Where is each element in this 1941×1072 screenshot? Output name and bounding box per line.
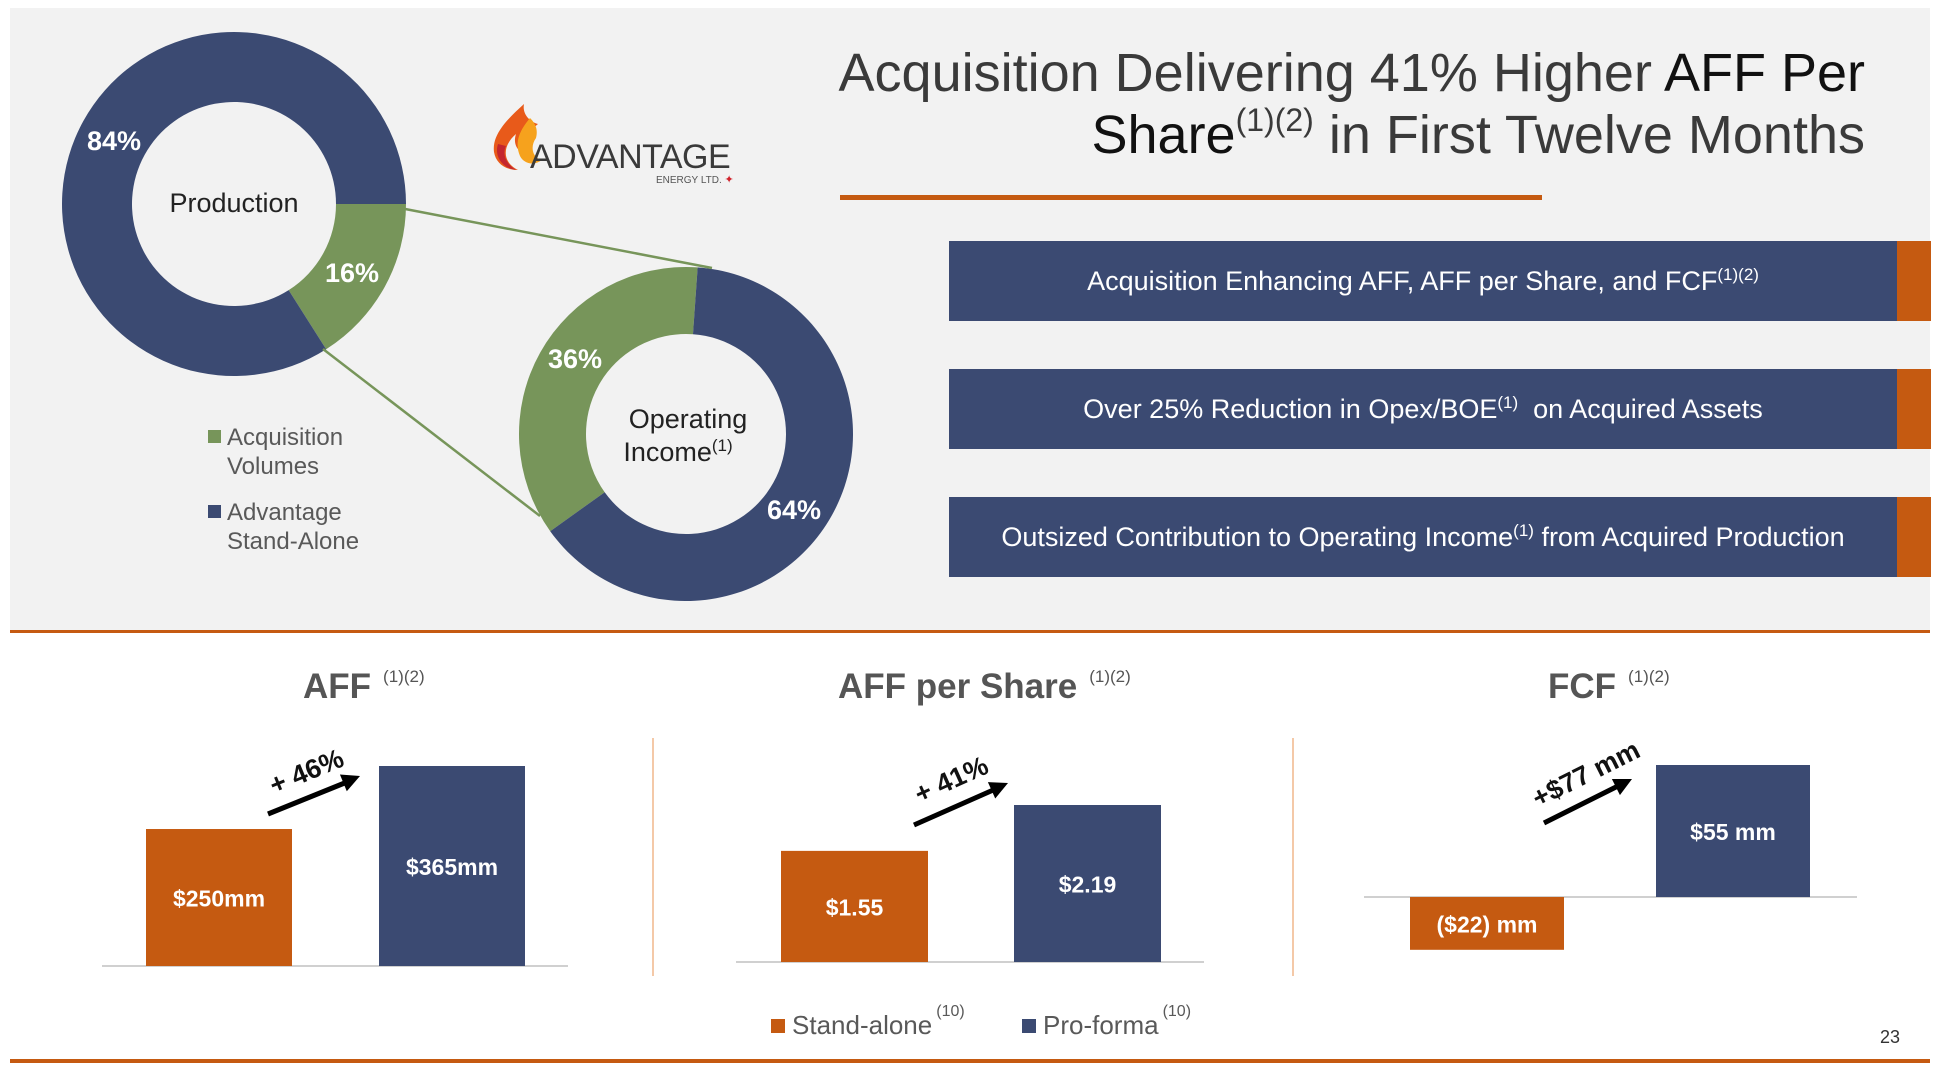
growth-arrow-4 <box>1542 780 1626 826</box>
bar-label-2-1: $365mm <box>406 854 498 880</box>
production-slice-acquisition <box>288 204 406 350</box>
legend-pro-forma-label: Pro-forma <box>1043 1010 1159 1040</box>
bar-3-pro-forma <box>1014 805 1161 962</box>
bar-label-3-0: $1.55 <box>826 894 884 920</box>
callout-1-text: Acquisition Enhancing AFF, AFF per Share… <box>1087 265 1718 296</box>
bar-label-4-1: $55 mm <box>1690 819 1776 845</box>
production-donut: 16% 84% <box>61 31 406 376</box>
fcf-title-text: FCF <box>1548 667 1617 706</box>
bar-label-2-0: $250mm <box>173 886 265 912</box>
bar-4-stand-alone <box>1410 897 1564 950</box>
operating-income-center-label-line1: Operating <box>629 404 748 434</box>
legend-swatch-green <box>208 430 221 443</box>
production-slice-stand-alone <box>61 31 406 376</box>
operating-income-slice-stand-alone <box>550 267 853 601</box>
legend-stand-alone-sup: (10) <box>936 1003 965 1020</box>
callout-3-text: Outsized Contribution to Operating Incom… <box>1001 521 1514 552</box>
growth-arrow-2 <box>267 777 353 817</box>
operating-income-label-acquisition: 36% <box>548 344 602 374</box>
growth-arrowhead-4 <box>1611 779 1632 796</box>
advantage-logo: ADVANTAGE ENERGY LTD. ✦ <box>484 100 744 190</box>
chart-separator-1 <box>652 738 654 976</box>
legend-stand-alone: Stand-alone (10) <box>771 1004 965 1041</box>
legend-advantage-stand-alone: Advantage Stand-Alone <box>208 498 359 556</box>
fcf-chart-title: FCF (1)(2) <box>1548 667 1670 707</box>
production-label-acquisition: 16% <box>325 258 379 288</box>
bar-3-stand-alone <box>781 850 928 962</box>
flame-icon <box>493 104 542 170</box>
aff-chart-title: AFF (1)(2) <box>303 667 425 707</box>
callout-3-sup: (1) <box>1513 520 1534 540</box>
chart-separator-2 <box>1292 738 1294 976</box>
legend-swatch-navy-bar <box>1022 1019 1036 1033</box>
legend-advantage-line2: Stand-Alone <box>227 528 360 555</box>
operating-income-slice-acquisition <box>519 267 698 532</box>
growth-annotation-2: + 46% <box>265 743 348 800</box>
maple-leaf-icon: ✦ <box>724 174 734 186</box>
logo-wordmark: ADVANTAGE <box>530 138 731 176</box>
aff-title-text: AFF <box>303 667 372 706</box>
legend-stand-alone-label: Stand-alone <box>792 1010 933 1040</box>
donut-charts: 16% 84% 36% 64% Production Operating Incom… <box>61 31 853 601</box>
fcf-title-sup: (1)(2) <box>1628 667 1670 686</box>
page-number: 23 <box>1880 1027 1901 1047</box>
callout-1-sup: (1)(2) <box>1717 264 1759 284</box>
title-highlight: AFF Per Share <box>1091 43 1865 165</box>
bar-2-stand-alone <box>146 829 292 966</box>
callout-2-tail: on Acquired Assets <box>1518 393 1763 424</box>
production-center-label: Production <box>169 188 298 218</box>
legend-swatch-orange <box>771 1019 785 1033</box>
legend-acquisition-line2: Volumes <box>227 453 320 480</box>
title-underline <box>840 195 1542 200</box>
operating-income-donut: 36% 64% <box>519 267 853 601</box>
callout-1: Acquisition Enhancing AFF, AFF per Share… <box>949 241 1931 321</box>
callout-3-accent <box>1897 497 1931 577</box>
legend-pro-forma: Pro-forma (10) <box>1022 1004 1191 1041</box>
aff-per-share-title-sup: (1)(2) <box>1089 667 1131 686</box>
legend-advantage-line1: Advantage <box>227 499 342 526</box>
callout-2-text: Over 25% Reduction in Opex/BOE <box>1083 393 1498 424</box>
callout-2-accent <box>1897 369 1931 449</box>
bar-label-3-1: $2.19 <box>1059 872 1117 898</box>
title-part1: Acquisition Delivering 41% Higher <box>838 43 1664 103</box>
operating-income-label-stand-alone: 64% <box>767 495 821 525</box>
section-divider <box>10 630 1930 633</box>
bar-label-4-0: ($22) mm <box>1437 911 1538 937</box>
callout-3: Outsized Contribution to Operating Incom… <box>949 497 1931 577</box>
legend-pro-forma-sup: (10) <box>1162 1003 1192 1020</box>
legend-acquisition-line1: Acquisition <box>227 424 344 451</box>
aff-per-share-chart-title: AFF per Share (1)(2) <box>838 667 1131 707</box>
logo-tagline: ENERGY LTD. ✦ <box>656 174 734 186</box>
callout-2: Over 25% Reduction in Opex/BOE(1) on Acq… <box>949 369 1931 449</box>
connector-line-bottom <box>322 348 541 517</box>
bar-4-pro-forma <box>1656 765 1810 897</box>
callout-1-accent <box>1897 241 1931 321</box>
growth-annotation-3: + 41% <box>910 750 993 809</box>
title-part3: in First Twelve Months <box>1313 105 1865 165</box>
growth-arrowhead-3 <box>987 782 1008 799</box>
aff-title-sup: (1)(2) <box>383 667 425 686</box>
legend-acquisition-volumes: Acquisition Volumes <box>208 423 343 481</box>
aff-per-share-title-text: AFF per Share <box>838 667 1078 706</box>
bar-2-pro-forma <box>379 766 525 966</box>
bar-chart-group: $250mm $365mm + 46% $1.55 $2.19 + 41% ($22) mm… <box>102 735 1857 967</box>
growth-arrowhead-2 <box>339 774 360 792</box>
production-label-stand-alone: 84% <box>87 126 141 156</box>
connector-line-top <box>399 206 713 270</box>
slide-title: Acquisition Delivering 41% Higher AFF Pe… <box>665 42 1865 166</box>
growth-arrow-3 <box>912 784 1002 828</box>
callout-2-sup: (1) <box>1497 392 1519 412</box>
callout-3-tail: from Acquired Production <box>1533 521 1845 552</box>
operating-income-center-label-line2: Income(1) <box>623 436 732 467</box>
title-superscript: (1)(2) <box>1235 102 1314 138</box>
legend-swatch-navy <box>208 505 221 518</box>
bottom-rule <box>10 1059 1930 1063</box>
